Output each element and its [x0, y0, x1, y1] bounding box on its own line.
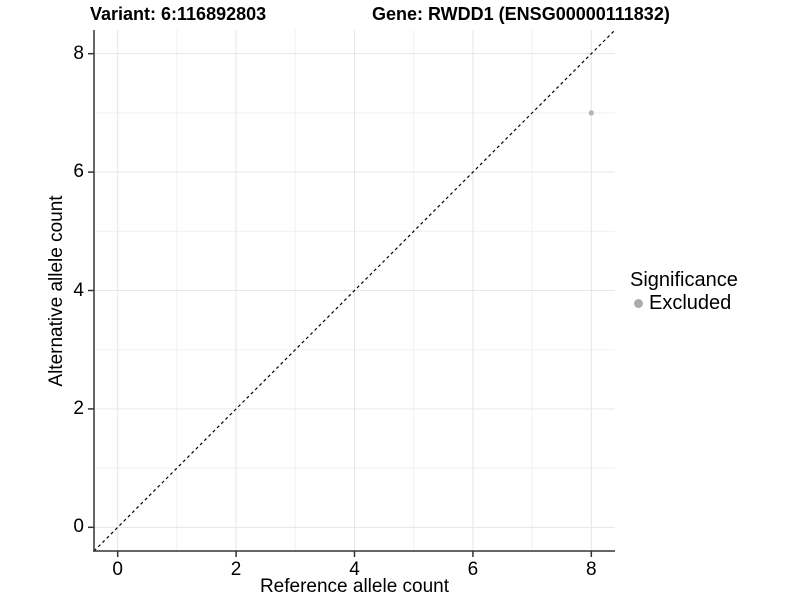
identity-line	[93, 29, 616, 552]
y-tick-label: 2	[73, 397, 84, 419]
legend-item-excluded: Excluded	[630, 292, 738, 314]
legend-point-icon	[634, 298, 643, 308]
x-tick-label: 2	[230, 559, 242, 580]
legend: Significance Excluded	[630, 269, 738, 314]
y-tick-label: 8	[73, 42, 84, 64]
plot-title-gene: Gene: RWDD1 (ENSG00000111832)	[372, 4, 670, 24]
x-tick-label: 0	[112, 559, 123, 580]
data-point	[588, 110, 594, 116]
legend-item-label: Excluded	[649, 292, 732, 314]
legend-title: Significance	[630, 269, 738, 291]
x-tick-label: 8	[586, 559, 597, 580]
y-tick-label: 6	[73, 161, 84, 183]
y-axis-label: Alternative allele count	[46, 195, 67, 387]
y-tick-label: 4	[73, 279, 84, 301]
x-tick-label: 6	[467, 559, 479, 580]
x-axis-label: Reference allele count	[259, 576, 450, 597]
x-tick-label: 4	[349, 559, 360, 580]
y-tick-label: 0	[73, 516, 84, 538]
plot-title-variant: Variant: 6:116892803	[90, 4, 267, 24]
